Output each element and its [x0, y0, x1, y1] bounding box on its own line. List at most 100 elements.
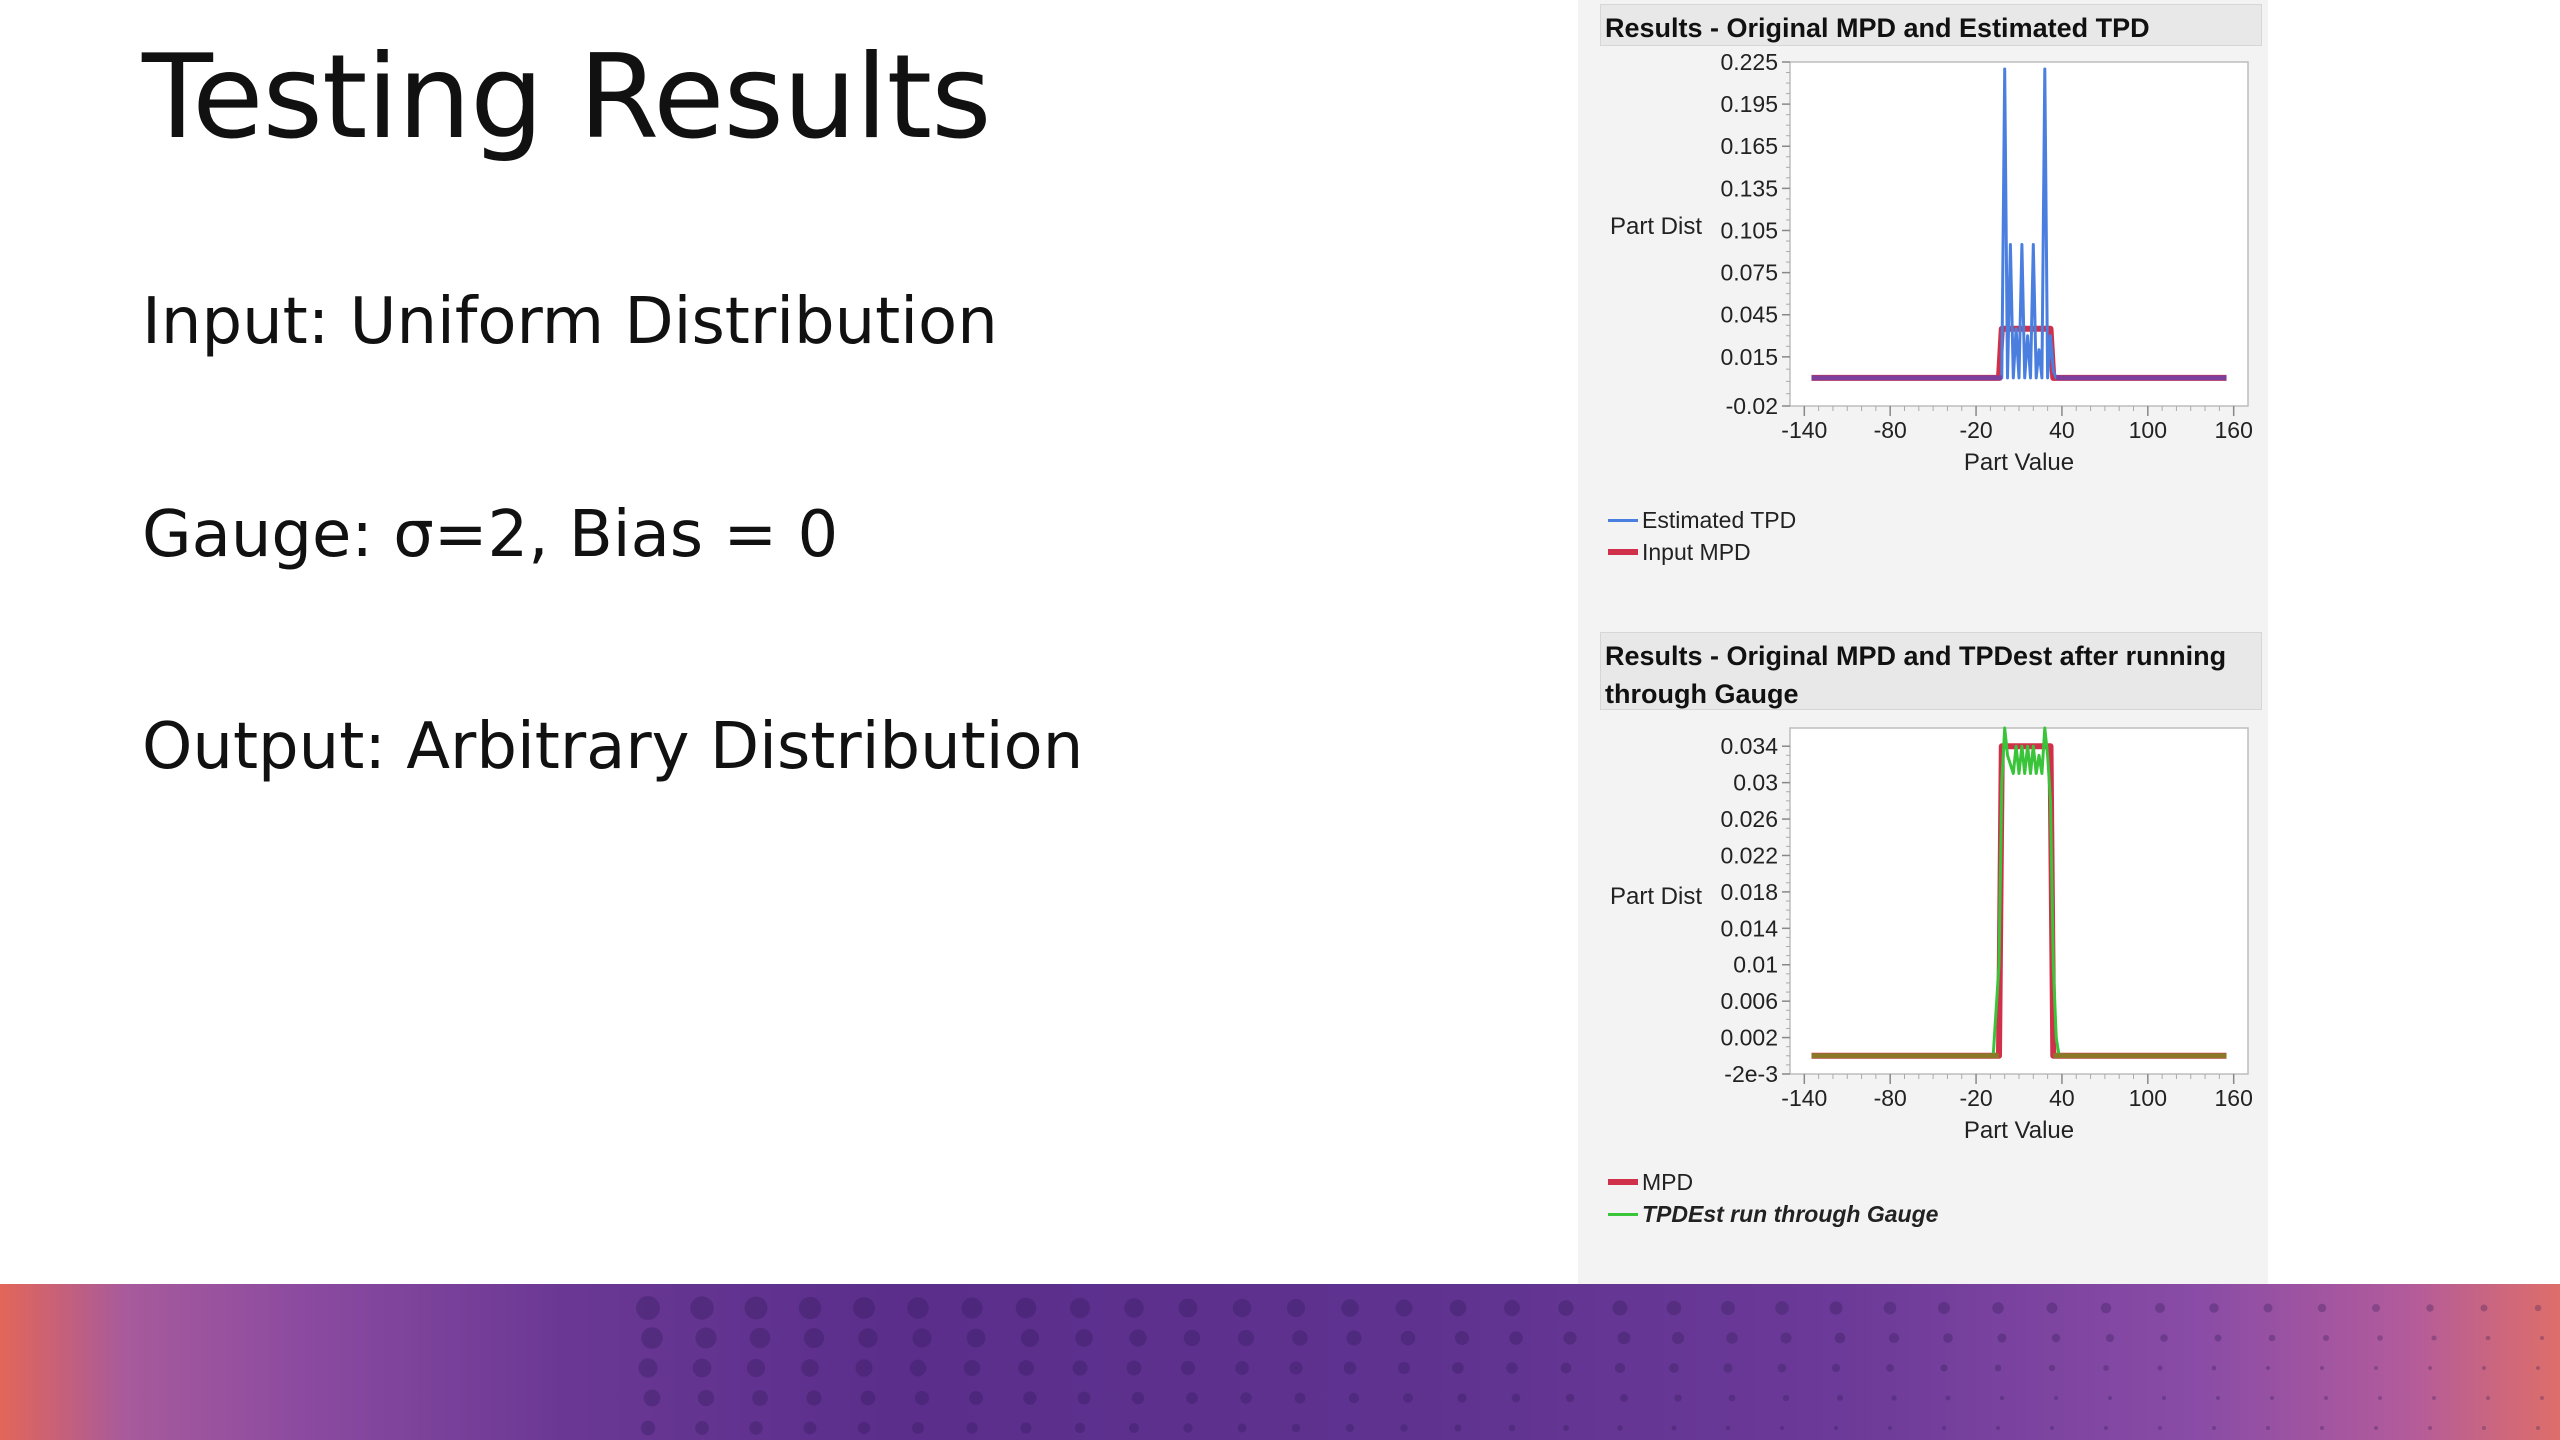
pattern-dot	[2268, 1334, 2276, 1342]
pattern-dot	[1232, 1298, 1252, 1318]
pattern-dot	[803, 1327, 825, 1349]
pattern-dot	[961, 1297, 983, 1319]
pattern-dot	[2428, 1366, 2432, 1370]
pattern-dot	[1992, 1302, 2004, 1314]
pattern-dot	[1020, 1422, 1032, 1434]
pattern-dot	[1186, 1392, 1198, 1404]
pattern-dot	[1671, 1425, 1677, 1431]
pattern-dot	[1074, 1422, 1086, 1434]
pattern-dot	[641, 1327, 663, 1349]
pattern-dot	[2374, 1426, 2378, 1430]
pattern-dot	[853, 1297, 875, 1319]
pattern-dot	[1509, 1331, 1523, 1345]
pattern-dot	[1504, 1300, 1520, 1316]
pattern-dot	[1129, 1329, 1147, 1347]
pattern-dot	[801, 1359, 819, 1377]
x-tick-label: 100	[2129, 1085, 2167, 1111]
pattern-dot	[1671, 1331, 1685, 1345]
pattern-dot	[2480, 1304, 2488, 1312]
pattern-dot	[638, 1358, 658, 1378]
y-tick-label: 0.01	[1733, 952, 1778, 978]
pattern-dot	[1563, 1331, 1577, 1345]
pattern-dot	[1728, 1394, 1736, 1402]
x-tick-label: 100	[2129, 417, 2167, 443]
pattern-dot	[2104, 1426, 2108, 1430]
pattern-dot	[1829, 1301, 1843, 1315]
x-tick-label: -20	[1959, 417, 1992, 443]
pattern-dot	[1726, 1332, 1738, 1344]
y-tick-label: 0.002	[1720, 1025, 1778, 1051]
pattern-dot	[1942, 1426, 1946, 1430]
pattern-dot	[909, 1359, 927, 1377]
pattern-dot	[1560, 1362, 1572, 1374]
x-tick-label: 160	[2215, 1085, 2253, 1111]
pattern-dot	[1780, 1332, 1792, 1344]
pattern-dot	[2485, 1335, 2491, 1341]
pattern-dot	[695, 1327, 717, 1349]
pattern-dot	[2209, 1303, 2219, 1313]
pattern-dot	[2212, 1426, 2216, 1430]
y-tick-label: 0.195	[1720, 91, 1778, 117]
pattern-dot	[1023, 1391, 1037, 1405]
pattern-dot	[1341, 1299, 1359, 1317]
bullet-output: Output: Arbitrary Distribution	[142, 710, 1084, 784]
y-tick-label: 0.045	[1720, 302, 1778, 328]
pattern-dot	[640, 1420, 656, 1436]
pattern-dot	[1780, 1426, 1784, 1430]
pattern-dot	[1563, 1425, 1569, 1431]
pattern-dot	[1565, 1393, 1575, 1403]
pattern-dot	[2048, 1364, 2056, 1372]
pattern-dot	[1999, 1395, 2005, 1401]
series-line-1	[1811, 67, 2227, 380]
decorative-footer-band	[0, 1284, 2560, 1440]
y-axis-label: Part Dist	[1610, 213, 1702, 240]
pattern-dot	[1994, 1364, 2002, 1372]
pattern-dot	[2216, 1396, 2220, 1400]
pattern-dot	[1886, 1364, 1894, 1372]
pattern-dot	[2428, 1426, 2432, 1430]
pattern-dot	[1617, 1331, 1631, 1345]
pattern-dot	[2431, 1335, 2437, 1341]
pattern-dot	[1126, 1360, 1142, 1376]
pattern-dot	[1178, 1298, 1198, 1318]
pattern-dot	[969, 1391, 983, 1405]
pattern-dot	[1454, 1330, 1470, 1346]
pattern-dot	[1945, 1395, 1951, 1401]
y-tick-label: -0.02	[1726, 393, 1778, 419]
pattern-dot	[2426, 1304, 2434, 1312]
pattern-dot	[692, 1358, 712, 1378]
pattern-dot	[2320, 1366, 2324, 1370]
pattern-dot	[1457, 1393, 1467, 1403]
pattern-dot	[1511, 1393, 1521, 1403]
legend-item-input-mpd: Input MPD	[1608, 536, 1796, 568]
y-tick-label: 0.135	[1720, 175, 1778, 201]
series-line-2	[1811, 726, 2227, 1058]
pattern-dot	[2320, 1426, 2324, 1430]
pattern-dot	[695, 1421, 709, 1435]
pattern-dot	[1614, 1362, 1626, 1374]
pattern-dot	[1723, 1363, 1733, 1373]
plot-frame	[1789, 727, 2249, 1075]
pattern-dot	[2534, 1304, 2542, 1312]
pattern-dot	[1883, 1301, 1897, 1315]
pattern-dot	[855, 1359, 873, 1377]
chart2-legend: MPD TPDEst run through Gauge	[1608, 1166, 1938, 1230]
pattern-dot	[2051, 1333, 2061, 1343]
y-tick-label: 0.006	[1720, 988, 1778, 1014]
dot-pattern-decoration	[636, 1296, 2545, 1436]
pattern-dot	[2432, 1396, 2436, 1400]
pattern-dot	[806, 1390, 822, 1406]
pattern-dot	[1888, 1426, 1892, 1430]
pattern-dot	[1235, 1361, 1249, 1375]
pattern-dot	[1620, 1394, 1628, 1402]
pattern-dot	[1180, 1360, 1196, 1376]
pattern-dot	[1072, 1360, 1088, 1376]
pattern-dot	[744, 1296, 768, 1320]
pattern-dot	[1666, 1300, 1682, 1316]
y-tick-label: 0.014	[1720, 915, 1778, 941]
pattern-dot	[746, 1358, 766, 1378]
pattern-dot	[1997, 1333, 2007, 1343]
chart1-title: Results - Original MPD and Estimated TPD	[1600, 4, 2262, 46]
pattern-dot	[2265, 1365, 2271, 1371]
pattern-dot	[1289, 1361, 1303, 1375]
